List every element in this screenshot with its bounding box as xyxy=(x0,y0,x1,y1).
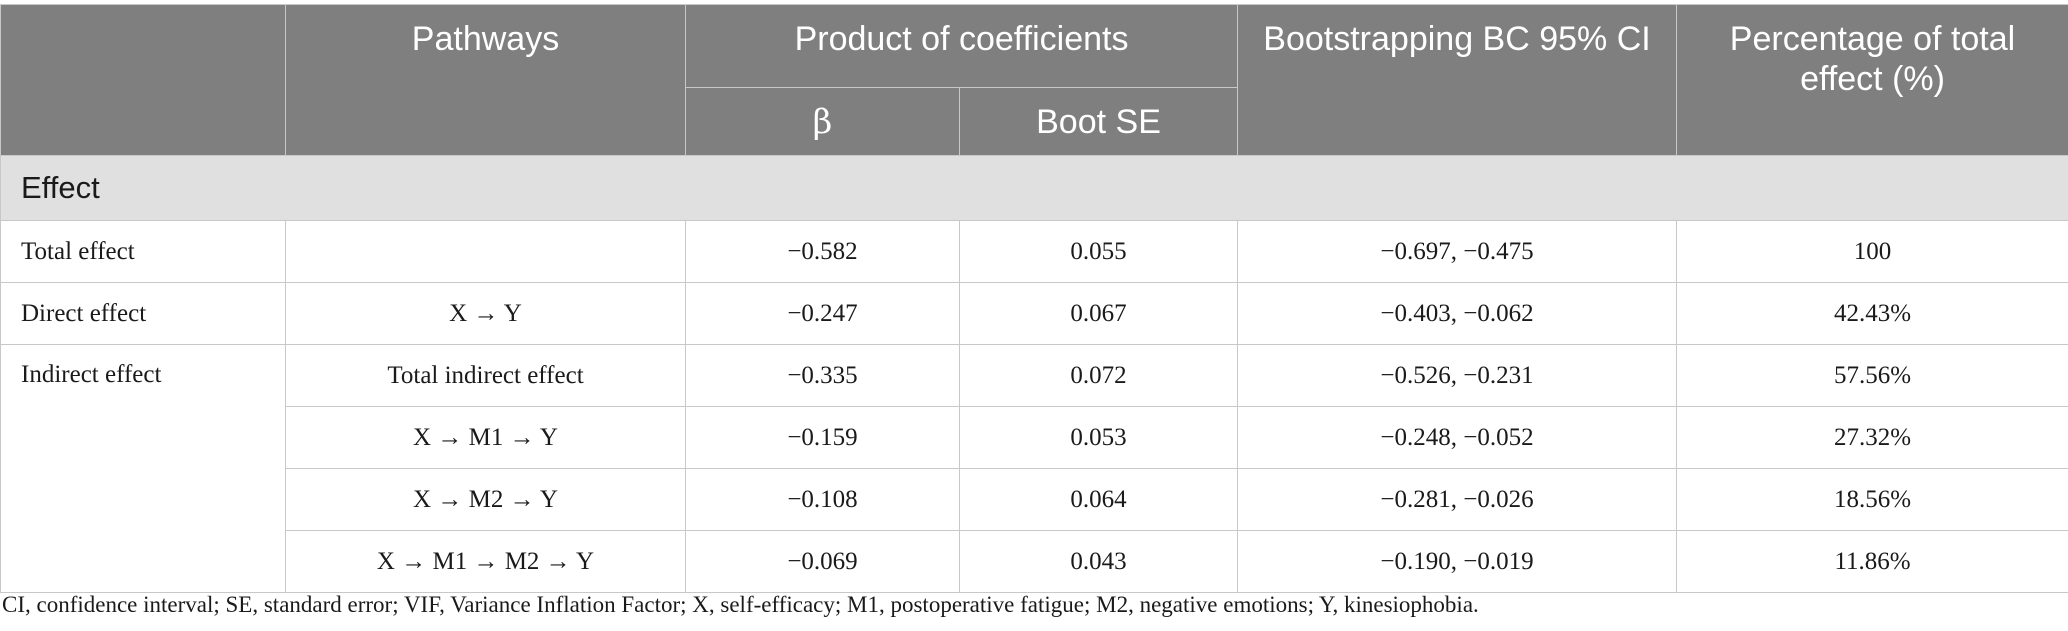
cell-percent: 100 xyxy=(1676,220,2068,283)
cell-boot-se: 0.064 xyxy=(958,468,1239,531)
cell-pathway: X → M1 → Y xyxy=(285,406,686,469)
cell-beta: −0.247 xyxy=(685,282,960,345)
table-row-indirect-m1-m2: X → M1 → M2 → Y −0.069 0.043 −0.190, −0.… xyxy=(1,530,2068,593)
cell-ci: −0.281, −0.026 xyxy=(1237,468,1678,531)
cell-ci: −0.526, −0.231 xyxy=(1237,344,1678,407)
table-row-direct-effect: Direct effect X → Y −0.247 0.067 −0.403,… xyxy=(0,282,2068,345)
cell-percent: 11.86% xyxy=(1676,530,2068,593)
cell-effect: Total effect xyxy=(0,220,286,283)
header-percentage-total-effect: Percentage of total effect (%) xyxy=(1676,4,2068,156)
section-row-effect: Effect xyxy=(0,155,2068,221)
cell-percent: 27.32% xyxy=(1676,406,2068,469)
cell-beta: −0.335 xyxy=(685,344,960,407)
cell-beta: −0.582 xyxy=(685,220,960,283)
cell-boot-se: 0.072 xyxy=(958,344,1239,407)
table-row-indirect-m2: X → M2 → Y −0.108 0.064 −0.281, −0.026 1… xyxy=(1,468,2068,531)
cell-boot-se: 0.055 xyxy=(958,220,1239,283)
section-label-effect: Effect xyxy=(0,155,2068,221)
header-product-of-coefficients: Product of coefficients xyxy=(684,4,1239,88)
cell-boot-se: 0.043 xyxy=(958,530,1239,593)
header-bootstrapping-ci: Bootstrapping BC 95% CI xyxy=(1237,4,1678,156)
header-corner xyxy=(0,4,286,156)
cell-percent: 42.43% xyxy=(1676,282,2068,345)
cell-effect-indirect: Indirect effect xyxy=(0,344,286,593)
header-row-bottom: β Boot SE xyxy=(1,87,2068,156)
cell-beta: −0.108 xyxy=(685,468,960,531)
cell-pathway: X → M2 → Y xyxy=(285,468,686,531)
cell-boot-se: 0.053 xyxy=(958,406,1239,469)
cell-percent: 57.56% xyxy=(1676,344,2068,407)
cell-ci: −0.697, −0.475 xyxy=(1237,220,1678,283)
table-row-indirect-m1: X → M1 → Y −0.159 0.053 −0.248, −0.052 2… xyxy=(1,406,2068,469)
cell-beta: −0.159 xyxy=(685,406,960,469)
cell-percent: 18.56% xyxy=(1676,468,2068,531)
table-footnote: CI, confidence interval; SE, standard er… xyxy=(2,592,1479,617)
cell-pathway: X → Y xyxy=(285,282,686,345)
cell-boot-se: 0.067 xyxy=(958,282,1239,345)
cell-ci: −0.190, −0.019 xyxy=(1237,530,1678,593)
cell-pathway: X → M1 → M2 → Y xyxy=(285,530,686,593)
table-row-indirect-total: Indirect effect Total indirect effect −0… xyxy=(0,344,2068,593)
table-row-total-effect: Total effect −0.582 0.055 −0.697, −0.475… xyxy=(0,220,2068,283)
header-pathways: Pathways xyxy=(285,4,686,156)
mediation-effects-table: Pathways Product of coefficients Bootstr… xyxy=(0,4,2068,593)
header-boot-se: Boot SE xyxy=(958,87,1239,156)
header-beta: β xyxy=(685,87,960,156)
cell-pathway xyxy=(285,220,686,283)
cell-effect: Direct effect xyxy=(0,282,286,345)
cell-ci: −0.403, −0.062 xyxy=(1237,282,1678,345)
cell-beta: −0.069 xyxy=(685,530,960,593)
header-row-top: Pathways Product of coefficients Bootstr… xyxy=(0,4,2068,156)
mediation-table-container: Pathways Product of coefficients Bootstr… xyxy=(0,4,2068,593)
cell-ci: −0.248, −0.052 xyxy=(1237,406,1678,469)
cell-pathway: Total indirect effect xyxy=(285,344,686,407)
